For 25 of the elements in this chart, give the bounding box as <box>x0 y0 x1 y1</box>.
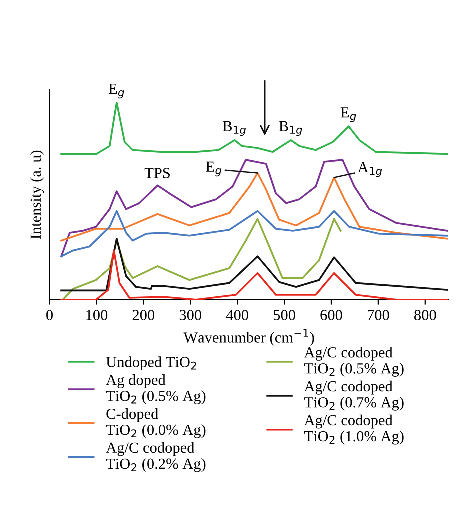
legend-label: C-doped TiO$_{2}$ (0.0% Ag) <box>106 408 206 438</box>
annotation: E$_{g}$ <box>340 108 356 122</box>
legend-label: Ag/C codoped TiO$_{2}$ (1.0% Ag) <box>304 414 404 445</box>
legend-label: Undoped TiO$_{2}$ <box>106 356 196 371</box>
annotation: TPS <box>144 168 170 178</box>
x-tick-label: 300 <box>180 310 202 320</box>
x-tick-label: 200 <box>132 310 155 320</box>
x-tick-label: 0 <box>46 310 54 320</box>
y-axis-title: Intensity (a. u) <box>30 150 44 240</box>
legend-label: Ag/C codoped TiO$_{2}$ (0.5% Ag) <box>304 347 404 377</box>
x-tick-label: 800 <box>414 310 436 320</box>
x-tick-label: 400 <box>226 310 248 320</box>
x-tick-label: 600 <box>320 310 342 320</box>
annotation: B$_{1g}$ <box>279 121 302 136</box>
annotation: E$_{g}$ <box>206 162 222 177</box>
legend-label: Ag/C codoped TiO$_{2}$ (0.7% Ag) <box>304 380 404 411</box>
legend-label: Ag/C codoped TiO$_{2}$ (0.2% Ag) <box>106 442 206 472</box>
annotation: E$_{g}$ <box>108 84 124 99</box>
x-tick-label: 700 <box>368 310 390 320</box>
annotation: B$_{1g}$ <box>222 121 246 136</box>
x-axis-title: Wavenumber (cm$^{−1}$) <box>184 329 314 346</box>
legend-label: Ag doped TiO$_{2}$ (0.5% Ag) <box>106 374 206 404</box>
annotation: A$_{1g}$ <box>358 162 382 178</box>
x-tick-label: 500 <box>274 310 296 320</box>
x-tick-label: 100 <box>86 310 108 320</box>
